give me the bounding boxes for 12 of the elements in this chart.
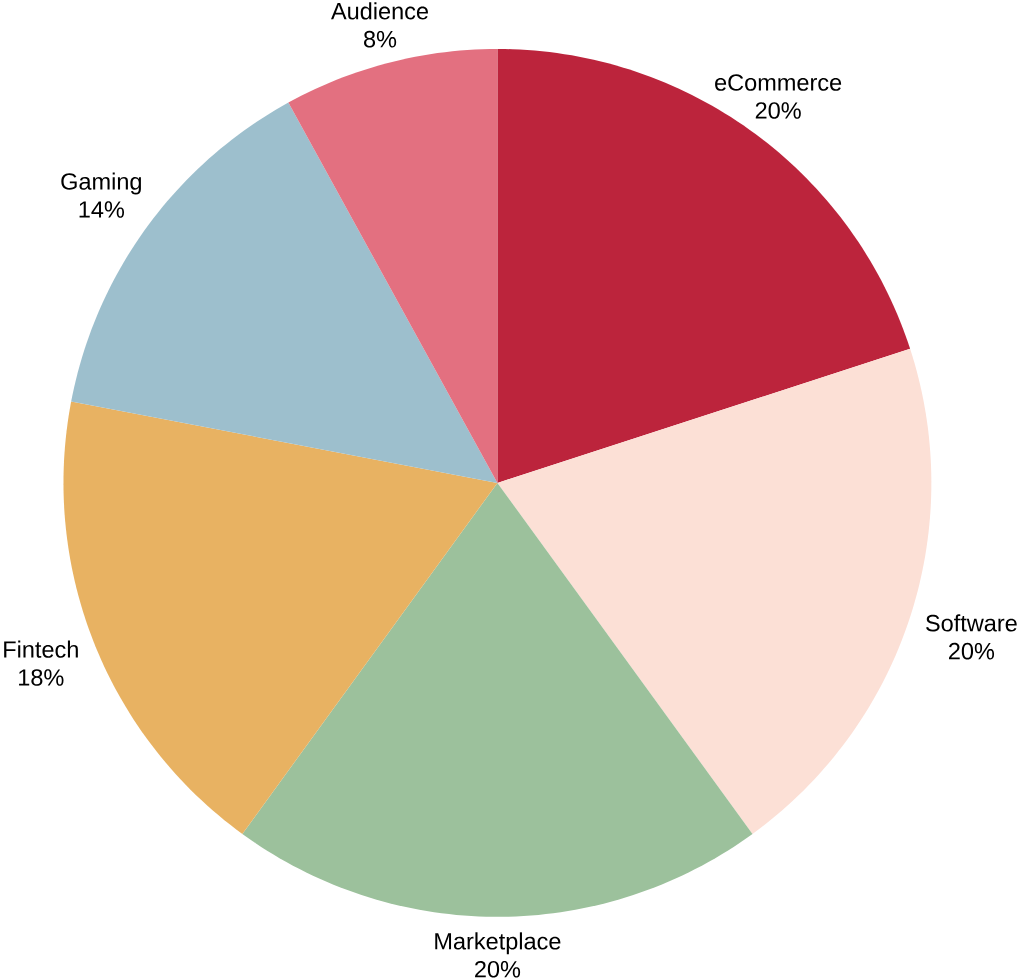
slice-label: Gaming [61, 172, 141, 195]
data-label: 18% [19, 669, 64, 686]
slice-label: Audience [331, 2, 428, 20]
slice-label: eCommerce [715, 74, 842, 91]
slice-label: Software [926, 614, 1017, 632]
slice-label: Fintech [4, 640, 78, 658]
data-label: 20% [475, 961, 521, 978]
data-label: 14% [79, 201, 125, 218]
slice-label: Marketplace [435, 932, 561, 955]
data-label: 8% [364, 30, 397, 48]
data-label: 20% [755, 102, 801, 119]
data-label: 20% [949, 642, 995, 660]
